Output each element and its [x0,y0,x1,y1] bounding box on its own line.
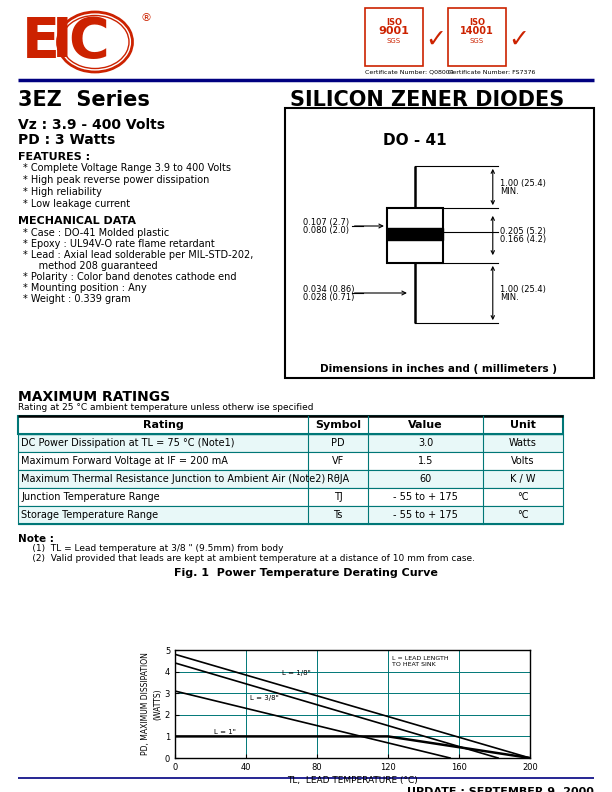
Bar [18,506,563,524]
Text: MECHANICAL DATA: MECHANICAL DATA [18,216,136,226]
Text: Unit: Unit [510,420,536,430]
Text: * Epoxy : UL94V-O rate flame retardant: * Epoxy : UL94V-O rate flame retardant [23,239,215,249]
Text: PD: PD [331,438,345,448]
Text: 1.00 (25.4): 1.00 (25.4) [500,179,546,188]
Text: Maximum Thermal Resistance Junction to Ambient Air (Note2): Maximum Thermal Resistance Junction to A… [21,474,325,484]
Text: ✓: ✓ [425,28,446,52]
Text: method 208 guaranteed: method 208 guaranteed [23,261,158,271]
Text: * Low leakage current: * Low leakage current [23,199,130,209]
Text: Rating at 25 °C ambient temperature unless otherw ise specified: Rating at 25 °C ambient temperature unle… [18,403,313,412]
Text: * Polarity : Color band denotes cathode end: * Polarity : Color band denotes cathode … [23,272,236,282]
Text: TO HEAT SINK: TO HEAT SINK [392,662,435,667]
Bar [285,108,594,378]
Text: Symbol: Symbol [315,420,361,430]
Text: Volts: Volts [511,456,535,466]
Text: 0.205 (5.2): 0.205 (5.2) [500,227,546,236]
Bar [18,434,563,452]
Text: Junction Temperature Range: Junction Temperature Range [21,492,160,502]
Text: 9001: 9001 [379,26,409,36]
Text: PD : 3 Watts: PD : 3 Watts [18,133,115,147]
Text: 0.166 (4.2): 0.166 (4.2) [500,235,546,244]
Text: DC Power Dissipation at TL = 75 °C (Note1): DC Power Dissipation at TL = 75 °C (Note… [21,438,234,448]
Text: Certificate Number: FS7376: Certificate Number: FS7376 [448,70,536,75]
Bar [18,470,563,488]
Text: VF: VF [332,456,344,466]
Text: Fig. 1  Power Temperature Derating Curve: Fig. 1 Power Temperature Derating Curve [174,568,438,578]
Text: 1.5: 1.5 [418,456,433,466]
Bar [18,416,563,434]
Text: * High reliability: * High reliability [23,187,102,197]
Text: MIN.: MIN. [500,187,518,196]
Text: I: I [52,15,73,69]
Text: MIN.: MIN. [500,293,518,302]
Text: L = LEAD LENGTH: L = LEAD LENGTH [392,656,448,661]
Text: 0.107 (2.7): 0.107 (2.7) [303,218,349,227]
Text: Rating: Rating [143,420,184,430]
Text: DO - 41: DO - 41 [383,133,447,148]
Text: RθJA: RθJA [327,474,349,484]
Text: 0.080 (2.0): 0.080 (2.0) [303,226,349,235]
Text: 60: 60 [419,474,431,484]
Text: (1)  TL = Lead temperature at 3/8 " (9.5mm) from body: (1) TL = Lead temperature at 3/8 " (9.5m… [18,544,283,553]
Text: ISO: ISO [386,18,402,27]
Text: * High peak reverse power dissipation: * High peak reverse power dissipation [23,175,209,185]
Text: L = 1/8": L = 1/8" [282,670,310,676]
Text: * Complete Voltage Range 3.9 to 400 Volts: * Complete Voltage Range 3.9 to 400 Volt… [23,163,231,173]
Text: 0.028 (0.71): 0.028 (0.71) [303,293,354,302]
Text: 3.0: 3.0 [418,438,433,448]
Text: SGS: SGS [387,38,401,44]
Bar [18,488,563,506]
Bar [365,8,423,66]
Bar [18,416,563,434]
Text: E: E [22,15,60,69]
Bar [387,228,442,240]
Text: °C: °C [517,510,529,520]
Text: - 55 to + 175: - 55 to + 175 [393,510,458,520]
X-axis label: TL,  LEAD TEMPERATURE (°C): TL, LEAD TEMPERATURE (°C) [287,776,418,785]
Text: 1.00 (25.4): 1.00 (25.4) [500,285,546,294]
Text: Ts: Ts [334,510,343,520]
Text: Note :: Note : [18,534,54,544]
Text: Maximum Forward Voltage at IF = 200 mA: Maximum Forward Voltage at IF = 200 mA [21,456,228,466]
Text: FEATURES :: FEATURES : [18,152,90,162]
Text: MAXIMUM RATINGS: MAXIMUM RATINGS [18,390,170,404]
Text: UPDATE : SEPTEMBER 9, 2000: UPDATE : SEPTEMBER 9, 2000 [407,787,594,792]
Text: SILICON ZENER DIODES: SILICON ZENER DIODES [290,90,564,110]
Text: * Case : DO-41 Molded plastic: * Case : DO-41 Molded plastic [23,228,170,238]
Text: Storage Temperature Range: Storage Temperature Range [21,510,158,520]
Text: * Mounting position : Any: * Mounting position : Any [23,283,147,293]
Text: L = 1": L = 1" [214,729,236,735]
Text: Certificate Number: Q08004: Certificate Number: Q08004 [365,70,453,75]
Text: Value: Value [408,420,443,430]
Text: 3EZ  Series: 3EZ Series [18,90,150,110]
Text: ISO: ISO [469,18,485,27]
Text: K / W: K / W [510,474,536,484]
Bar [387,208,442,263]
Text: 14001: 14001 [460,26,494,36]
Text: * Lead : Axial lead solderable per MIL-STD-202,: * Lead : Axial lead solderable per MIL-S… [23,250,253,260]
Text: ✓: ✓ [508,28,529,52]
Text: (2)  Valid provided that leads are kept at ambient temperature at a distance of : (2) Valid provided that leads are kept a… [18,554,475,563]
Y-axis label: PD, MAXIMUM DISSIPATION
(WATTS): PD, MAXIMUM DISSIPATION (WATTS) [141,653,162,756]
Text: C: C [68,15,109,69]
Text: SGS: SGS [470,38,484,44]
Text: ®: ® [140,13,151,23]
Text: TJ: TJ [334,492,342,502]
Text: - 55 to + 175: - 55 to + 175 [393,492,458,502]
Text: Vz : 3.9 - 400 Volts: Vz : 3.9 - 400 Volts [18,118,165,132]
Text: * Weight : 0.339 gram: * Weight : 0.339 gram [23,294,130,304]
Bar [18,452,563,470]
Bar [448,8,506,66]
Text: L = 3/8": L = 3/8" [250,695,278,701]
Text: 0.034 (0.86): 0.034 (0.86) [303,285,354,294]
Text: Watts: Watts [509,438,537,448]
Text: Dimensions in inches and ( millimeters ): Dimensions in inches and ( millimeters ) [321,364,558,374]
Text: °C: °C [517,492,529,502]
